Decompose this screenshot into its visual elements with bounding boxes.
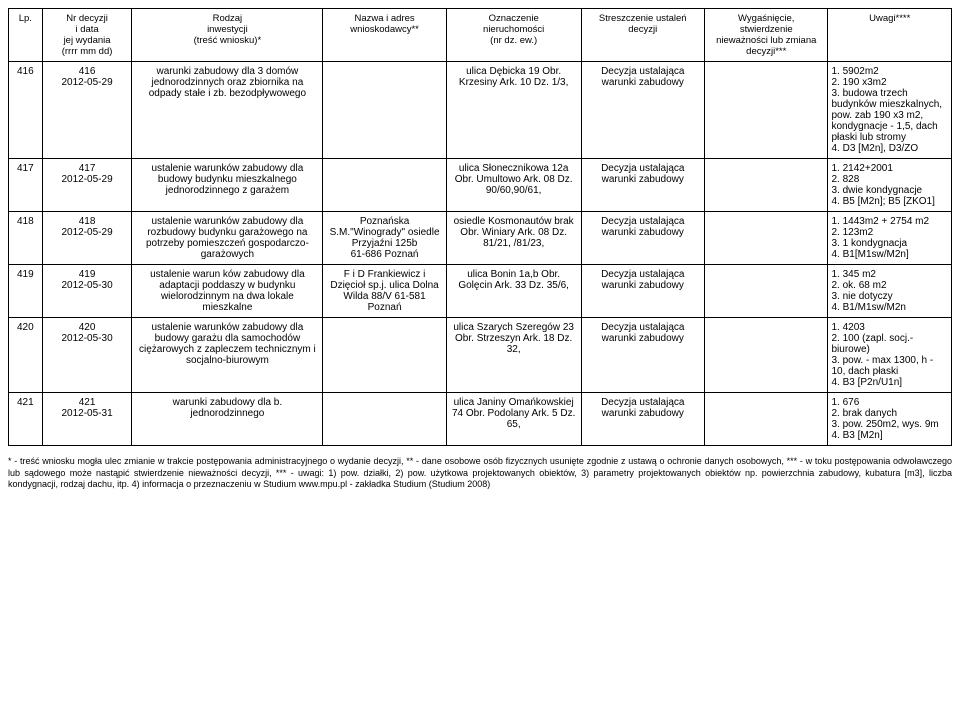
cell-lp: 416 xyxy=(9,62,43,159)
cell-ozn: ulica Szarych Szeregów 23 Obr. Strzeszyn… xyxy=(446,318,581,393)
cell-nr: 4162012-05-29 xyxy=(42,62,132,159)
cell-wyg xyxy=(705,159,828,212)
header-nazwa: Nazwa i adreswnioskodawcy** xyxy=(323,9,446,62)
cell-rodzaj: warunki zabudowy dla b. jednorodzinnego xyxy=(132,393,323,446)
table-row: 4164162012-05-29warunki zabudowy dla 3 d… xyxy=(9,62,952,159)
cell-stresz: Decyzja ustalająca warunki zabudowy xyxy=(581,318,704,393)
decisions-table: Lp. Nr decyzjii datajej wydania(rrrr mm … xyxy=(8,8,952,446)
footnote: * - treść wniosku mogła ulec zmianie w t… xyxy=(8,456,952,491)
cell-rodzaj: ustalenie warunków zabudowy dla budowy b… xyxy=(132,159,323,212)
cell-ozn: ulica Słonecznikowa 12a Obr. Umultowo Ar… xyxy=(446,159,581,212)
cell-wyg xyxy=(705,212,828,265)
cell-nazwa: F i D Frankiewicz i Dzięcioł sp.j. ulica… xyxy=(323,265,446,318)
cell-rodzaj: ustalenie warunków zabudowy dla rozbudow… xyxy=(132,212,323,265)
cell-nazwa xyxy=(323,62,446,159)
cell-nr: 4202012-05-30 xyxy=(42,318,132,393)
cell-ozn: ulica Janiny Omańkowskiej 74 Obr. Podola… xyxy=(446,393,581,446)
cell-ozn: ulica Dębicka 19 Obr. Krzesiny Ark. 10 D… xyxy=(446,62,581,159)
cell-uwagi: 1. 6762. brak danych3. pow. 250m2, wys. … xyxy=(828,393,952,446)
cell-stresz: Decyzja ustalająca warunki zabudowy xyxy=(581,212,704,265)
table-row: 4194192012-05-30ustalenie warun ków zabu… xyxy=(9,265,952,318)
cell-stresz: Decyzja ustalająca warunki zabudowy xyxy=(581,265,704,318)
cell-wyg xyxy=(705,265,828,318)
table-header: Lp. Nr decyzjii datajej wydania(rrrr mm … xyxy=(9,9,952,62)
header-stresz: Streszczenie ustaleńdecyzji xyxy=(581,9,704,62)
cell-stresz: Decyzja ustalająca warunki zabudowy xyxy=(581,159,704,212)
table-row: 4214212012-05-31warunki zabudowy dla b. … xyxy=(9,393,952,446)
cell-lp: 420 xyxy=(9,318,43,393)
header-uwagi: Uwagi**** xyxy=(828,9,952,62)
cell-nazwa xyxy=(323,318,446,393)
table-row: 4204202012-05-30ustalenie warunków zabud… xyxy=(9,318,952,393)
cell-uwagi: 1. 345 m22. ok. 68 m23. nie dotyczy4. B1… xyxy=(828,265,952,318)
header-lp: Lp. xyxy=(9,9,43,62)
cell-stresz: Decyzja ustalająca warunki zabudowy xyxy=(581,393,704,446)
cell-rodzaj: ustalenie warun ków zabudowy dla adaptac… xyxy=(132,265,323,318)
cell-nr: 4212012-05-31 xyxy=(42,393,132,446)
cell-uwagi: 1. 2142+20012. 8283. dwie kondygnacje4. … xyxy=(828,159,952,212)
cell-wyg xyxy=(705,393,828,446)
cell-nr: 4192012-05-30 xyxy=(42,265,132,318)
cell-uwagi: 1. 1443m2 + 2754 m22. 123m23. 1 kondygna… xyxy=(828,212,952,265)
cell-ozn: osiedle Kosmonautów brak Obr. Winiary Ar… xyxy=(446,212,581,265)
table-body: 4164162012-05-29warunki zabudowy dla 3 d… xyxy=(9,62,952,446)
header-rodzaj: Rodzajinwestycji(treść wniosku)* xyxy=(132,9,323,62)
cell-nr: 4182012-05-29 xyxy=(42,212,132,265)
cell-ozn: ulica Bonin 1a,b Obr. Golęcin Ark. 33 Dz… xyxy=(446,265,581,318)
cell-uwagi: 1. 42032. 100 (zapl. socj.-biurowe)3. po… xyxy=(828,318,952,393)
cell-lp: 417 xyxy=(9,159,43,212)
cell-nazwa xyxy=(323,393,446,446)
header-wyg: Wygaśnięcie,stwierdzenienieważności lub … xyxy=(705,9,828,62)
cell-wyg xyxy=(705,318,828,393)
cell-lp: 419 xyxy=(9,265,43,318)
cell-stresz: Decyzja ustalająca warunki zabudowy xyxy=(581,62,704,159)
cell-lp: 418 xyxy=(9,212,43,265)
table-row: 4184182012-05-29ustalenie warunków zabud… xyxy=(9,212,952,265)
table-row: 4174172012-05-29ustalenie warunków zabud… xyxy=(9,159,952,212)
header-ozn: Oznaczenienieruchomości(nr dz. ew.) xyxy=(446,9,581,62)
cell-uwagi: 1. 5902m22. 190 x3m23. budowa trzech bud… xyxy=(828,62,952,159)
cell-lp: 421 xyxy=(9,393,43,446)
cell-rodzaj: ustalenie warunków zabudowy dla budowy g… xyxy=(132,318,323,393)
cell-rodzaj: warunki zabudowy dla 3 domów jednorodzin… xyxy=(132,62,323,159)
header-nr: Nr decyzjii datajej wydania(rrrr mm dd) xyxy=(42,9,132,62)
cell-nazwa xyxy=(323,159,446,212)
cell-nazwa: Poznańska S.M."Winogrady" osiedle Przyja… xyxy=(323,212,446,265)
cell-wyg xyxy=(705,62,828,159)
cell-nr: 4172012-05-29 xyxy=(42,159,132,212)
